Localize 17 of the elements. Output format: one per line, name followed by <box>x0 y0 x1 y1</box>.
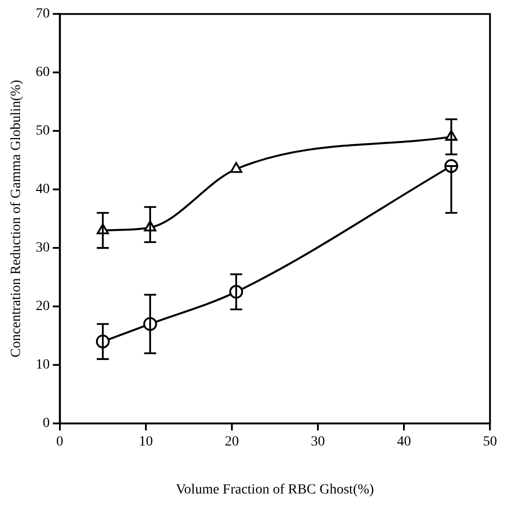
y-tick-label: 40 <box>36 182 50 198</box>
y-tick-label: 0 <box>42 416 50 432</box>
x-tick-label: 50 <box>483 434 497 450</box>
y-tick-label: 60 <box>36 65 50 80</box>
y-axis-title: Concentration Reduction of Gamma Globulin(%) <box>9 80 24 358</box>
y-tick-label: 30 <box>36 240 50 256</box>
point <box>230 162 242 173</box>
x-tick-label: 0 <box>56 434 64 450</box>
x-tick-label: 10 <box>138 434 153 450</box>
x-tick-label: 20 <box>224 434 239 450</box>
y-tick-label: 70 <box>36 6 50 22</box>
x-tick-label: 40 <box>396 434 411 450</box>
y-tick-label: 10 <box>36 358 50 373</box>
y-tick-label: 50 <box>36 124 50 139</box>
x-tick-label: 30 <box>310 434 325 450</box>
x-axis-title: Volume Fraction of RBC Ghost(%) <box>176 482 374 498</box>
y-tick-label: 20 <box>36 299 50 314</box>
